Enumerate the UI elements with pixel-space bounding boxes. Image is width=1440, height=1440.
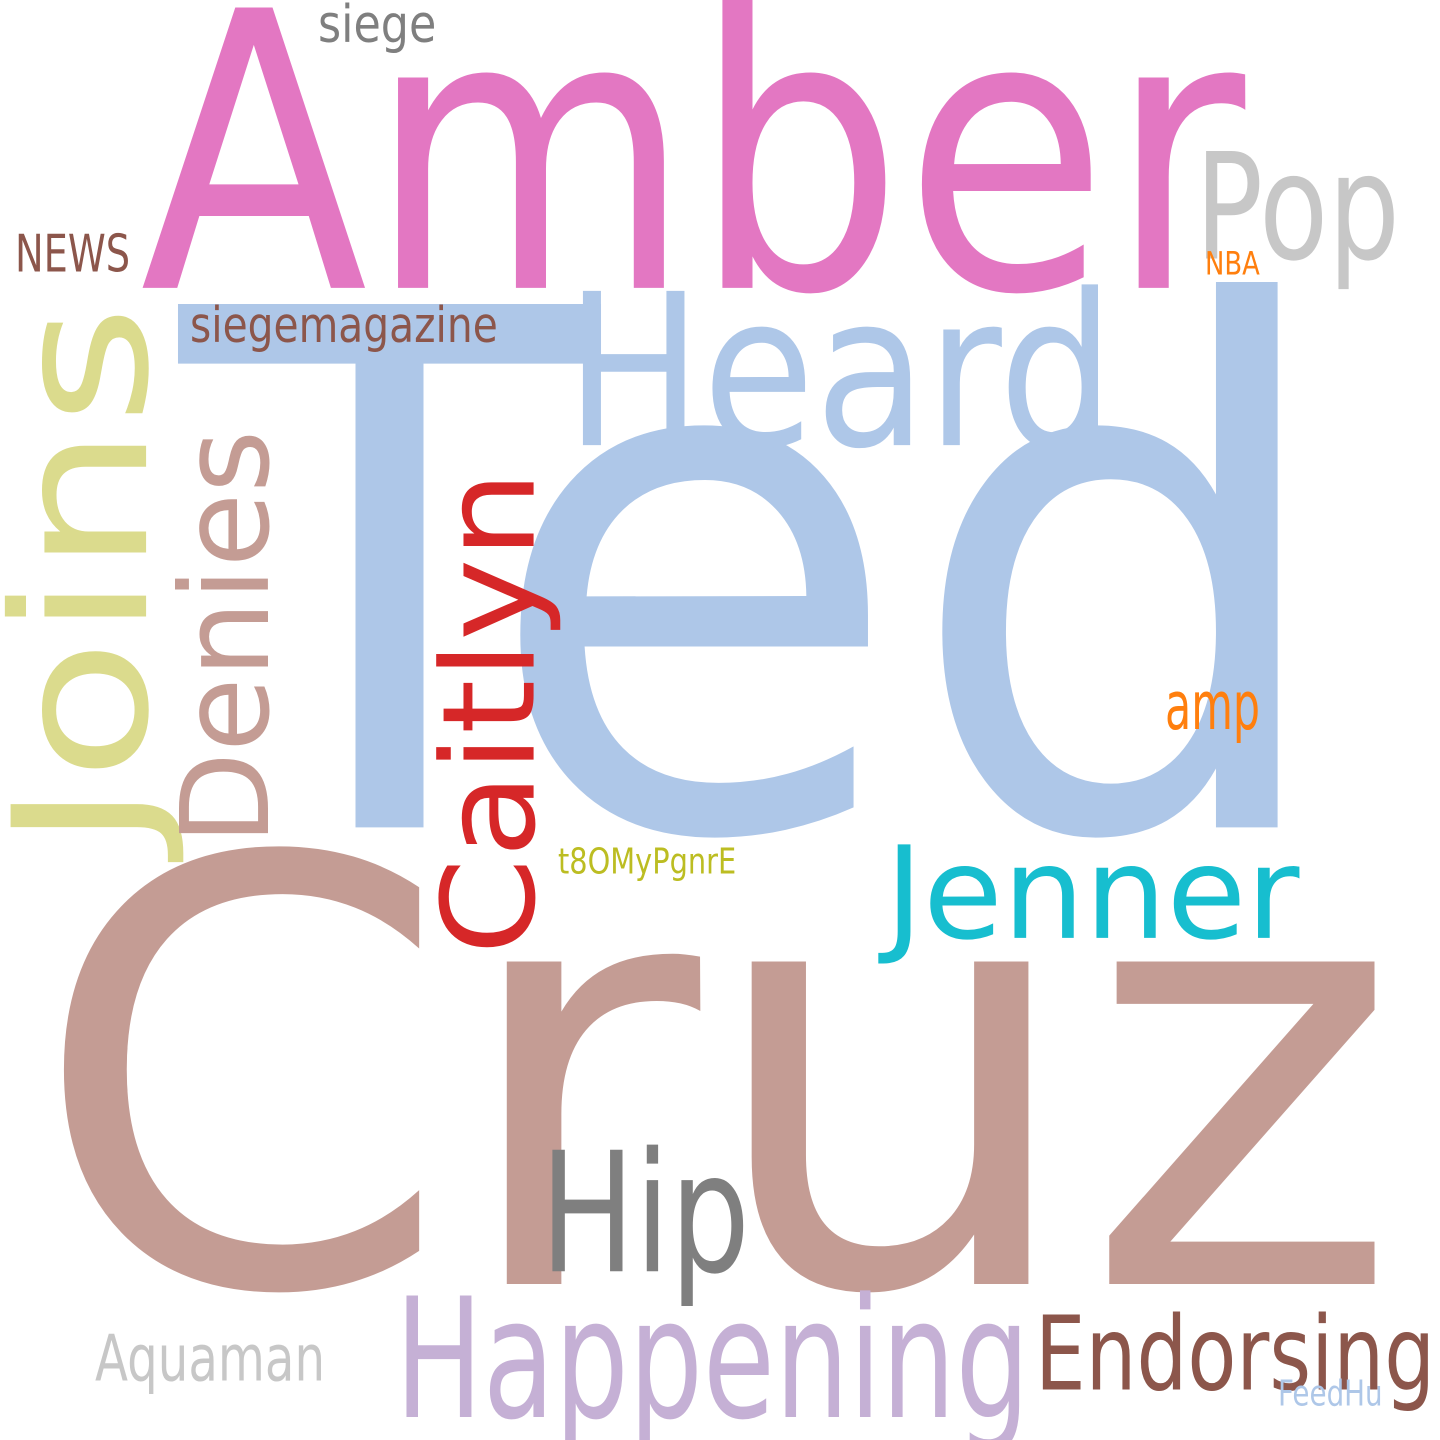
- word-happening: Happening: [395, 1263, 1030, 1440]
- word-siegemagazine: siegemagazine: [190, 298, 498, 355]
- word-heard: Heard: [565, 248, 1115, 495]
- word-cruz: Cruz: [30, 736, 1401, 1424]
- word-pop: Pop: [1195, 121, 1400, 294]
- word-endorsing: Endorsing: [1035, 1294, 1436, 1415]
- word-jenner: Jenner: [885, 820, 1300, 969]
- word-hip: Hip: [540, 1117, 751, 1312]
- word-feedhu: FeedHu: [1278, 1372, 1383, 1415]
- word-news: NEWS: [15, 224, 131, 285]
- word-joins: Joins: [0, 304, 191, 850]
- word-siege: siege: [318, 0, 437, 55]
- word-nba: NBA: [1205, 245, 1260, 284]
- word-amp: amp: [1165, 667, 1261, 745]
- word-ted: Ted: [180, 162, 1340, 998]
- word-amber: Amber: [140, 0, 1246, 379]
- word-t8omypgnre: t8OMyPgnrE: [558, 840, 737, 883]
- word-caitlyn: Caitlyn: [415, 470, 565, 955]
- word-denies: Denies: [154, 429, 297, 845]
- word-aquaman: Aquaman: [95, 1322, 326, 1397]
